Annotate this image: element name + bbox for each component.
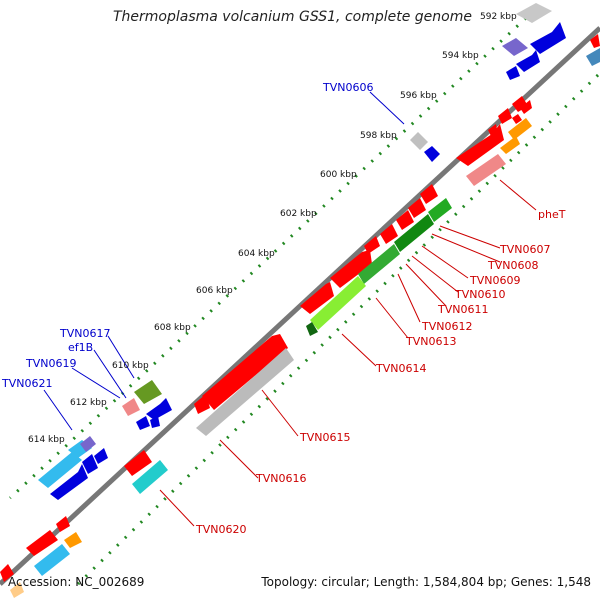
tick-label: 602 kbp xyxy=(280,209,317,219)
gene-arrow[interactable] xyxy=(506,66,520,80)
gene-label[interactable]: TVN0619 xyxy=(25,357,76,370)
red-leader-lines xyxy=(159,179,537,527)
tick-label: 604 kbp xyxy=(238,249,275,259)
genome-summary-text: Topology: circular; Length: 1,584,804 bp… xyxy=(261,575,591,589)
gene-arrow[interactable] xyxy=(516,50,540,72)
gene-label[interactable]: ef1B xyxy=(68,341,93,354)
gene-arrow[interactable] xyxy=(420,184,438,204)
tick-label: 596 kbp xyxy=(400,91,437,101)
gene-arrow[interactable] xyxy=(502,38,528,56)
tick-label: 610 kbp xyxy=(112,361,149,371)
gene-arrow[interactable] xyxy=(590,34,600,48)
gene-arrow[interactable] xyxy=(364,236,380,254)
gene-arrow[interactable] xyxy=(300,282,334,314)
gene-arrow[interactable] xyxy=(586,48,600,66)
gene-arrow[interactable] xyxy=(466,154,506,186)
inner-tick-ring xyxy=(76,73,600,586)
gene-arrow[interactable] xyxy=(380,224,398,244)
gene-arrow[interactable] xyxy=(80,436,96,452)
gene-arrow[interactable] xyxy=(424,146,440,162)
gene-arrow[interactable] xyxy=(150,416,160,428)
gene-arrow[interactable] xyxy=(10,582,24,598)
outer-tick-ring xyxy=(8,16,528,500)
gene-label[interactable]: TVN0612 xyxy=(421,320,472,333)
gene-label[interactable]: TVN0608 xyxy=(487,259,538,272)
gene-arrow[interactable] xyxy=(530,22,566,54)
gene-arrow[interactable] xyxy=(132,460,168,494)
gene-group-610 xyxy=(122,380,172,430)
gene-arrow[interactable] xyxy=(396,210,414,230)
gene-arrow[interactable] xyxy=(394,214,434,252)
gene-group-592 xyxy=(502,3,600,80)
gene-group-central xyxy=(300,184,452,336)
gene-arrow[interactable] xyxy=(310,276,366,330)
gene-label[interactable]: TVN0615 xyxy=(299,431,350,444)
gene-arrow[interactable] xyxy=(26,530,58,556)
gene-arrow[interactable] xyxy=(428,198,452,222)
gene-arrow[interactable] xyxy=(410,132,428,150)
gene-label[interactable]: TVN0609 xyxy=(469,274,520,287)
gene-label[interactable]: TVN0616 xyxy=(255,472,306,485)
gene-label[interactable]: TVN0611 xyxy=(437,303,488,316)
gene-group-phet xyxy=(456,96,532,186)
gene-label[interactable]: TVN0614 xyxy=(375,362,426,375)
gene-arrow[interactable] xyxy=(488,124,498,138)
map-title: Thermoplasma volcanium GSS1, complete ge… xyxy=(112,9,472,25)
tick-label: 608 kbp xyxy=(154,323,191,333)
gene-group-614 xyxy=(38,436,108,500)
gene-arrow[interactable] xyxy=(408,198,426,218)
gene-arrow[interactable] xyxy=(330,250,372,288)
gene-group-598 xyxy=(410,132,440,162)
gene-arrow[interactable] xyxy=(94,448,108,464)
gene-arrow[interactable] xyxy=(520,100,532,114)
gene-arrow[interactable] xyxy=(124,450,152,476)
gene-group-bottom xyxy=(0,516,82,598)
gene-arrow[interactable] xyxy=(516,3,552,23)
tick-label: 594 kbp xyxy=(442,51,479,61)
gene-arrow[interactable] xyxy=(498,108,512,124)
tick-labels: 592 kbp 594 kbp 596 kbp 598 kbp 600 kbp … xyxy=(28,12,517,445)
gene-label[interactable]: TVN0610 xyxy=(454,288,505,301)
gene-arrow[interactable] xyxy=(512,114,522,124)
gene-label[interactable]: pheT xyxy=(538,208,566,221)
gene-label[interactable]: TVN0606 xyxy=(322,81,373,94)
gene-arrow[interactable] xyxy=(194,394,210,414)
gene-group-615 xyxy=(194,334,294,436)
gene-arrow[interactable] xyxy=(136,416,150,430)
gene-arrow[interactable] xyxy=(0,564,14,582)
gene-arrow[interactable] xyxy=(306,322,318,336)
accession-text: Accession: NC_002689 xyxy=(8,575,145,589)
gene-arrow[interactable] xyxy=(146,398,172,420)
gene-arrow[interactable] xyxy=(134,380,162,404)
gene-arrow[interactable] xyxy=(500,136,520,154)
gene-arrow[interactable] xyxy=(64,532,82,548)
gene-arrow[interactable] xyxy=(358,244,400,284)
gene-arrow[interactable] xyxy=(202,334,288,410)
gene-label[interactable]: TVN0617 xyxy=(59,327,110,340)
gene-arrow[interactable] xyxy=(122,398,140,416)
gene-arrow[interactable] xyxy=(50,464,88,500)
tick-label: 614 kbp xyxy=(28,435,65,445)
gene-label[interactable]: TVN0613 xyxy=(405,335,456,348)
tick-label: 598 kbp xyxy=(360,131,397,141)
tick-label: 600 kbp xyxy=(320,170,357,180)
tick-label: 606 kbp xyxy=(196,286,233,296)
gene-arrow[interactable] xyxy=(196,348,294,436)
gene-label[interactable]: TVN0620 xyxy=(195,523,246,536)
gene-group-620 xyxy=(124,450,168,494)
gene-arrow[interactable] xyxy=(508,118,532,140)
gene-label[interactable]: TVN0621 xyxy=(1,377,52,390)
gene-labels-red: pheT TVN0607 TVN0608 TVN0609 TVN0610 TVN… xyxy=(195,208,566,536)
gene-arrow[interactable] xyxy=(82,454,98,474)
gene-arrow[interactable] xyxy=(38,452,82,488)
blue-leader-lines xyxy=(43,91,405,431)
gene-arrow[interactable] xyxy=(34,544,70,576)
gene-label[interactable]: TVN0607 xyxy=(499,243,550,256)
gene-arrow[interactable] xyxy=(56,516,70,532)
gene-labels-blue: TVN0606 TVN0617 ef1B TVN0619 TVN0621 xyxy=(1,81,373,390)
tick-label: 592 kbp xyxy=(480,12,517,22)
tick-label: 612 kbp xyxy=(70,398,107,408)
